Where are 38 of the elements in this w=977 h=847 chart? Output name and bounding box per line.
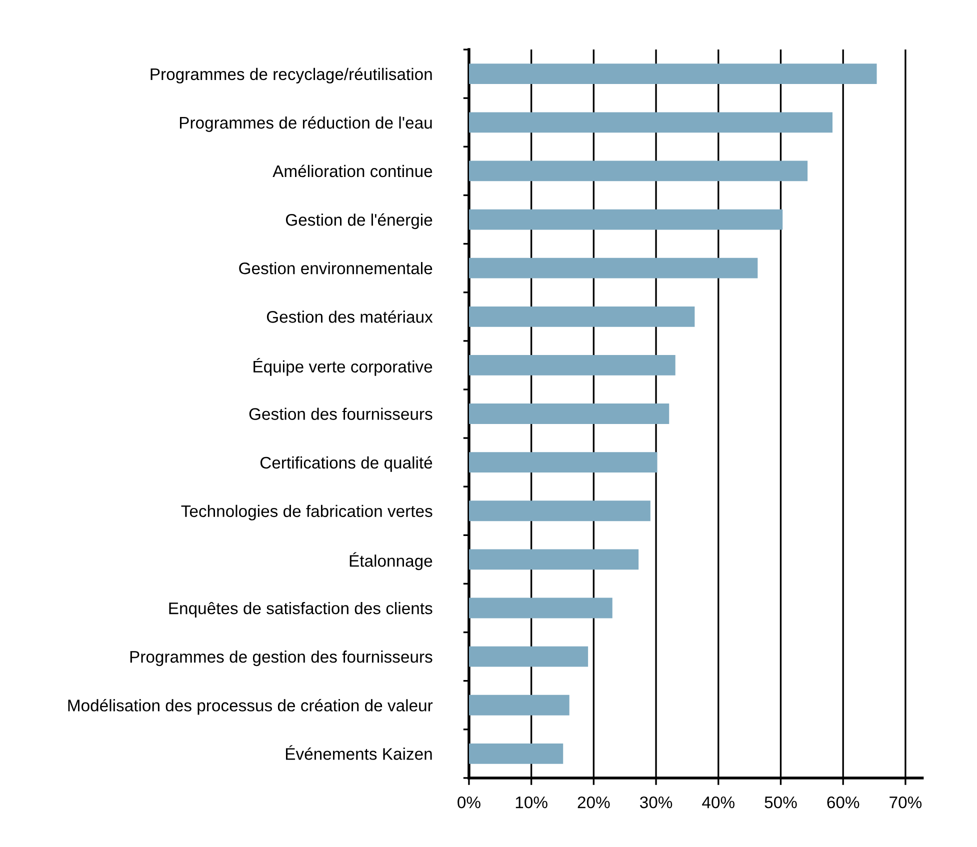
- bar: [468, 694, 570, 716]
- y-tick-label: Équipe verte corporative: [254, 358, 432, 376]
- bar: [468, 112, 832, 133]
- y-tick-label: Gestion des matériaux: [266, 310, 433, 323]
- y-tick-label: Certifications de qualité: [260, 456, 432, 472]
- y-tick-label: Gestion environnementale: [239, 262, 432, 274]
- bar: [468, 500, 650, 522]
- bar: [468, 598, 612, 618]
- bar: [468, 306, 695, 327]
- bar: [468, 646, 588, 667]
- x-tick-label: 20%: [578, 796, 610, 808]
- bar: [468, 209, 783, 230]
- bar: [468, 160, 808, 182]
- y-tick-label: Étalonnage: [350, 552, 432, 570]
- x-tick-label: 40%: [702, 796, 734, 808]
- bar: [468, 743, 564, 764]
- x-tick-label: 0%: [458, 796, 480, 808]
- bar: [468, 355, 676, 376]
- x-tick-label: 60%: [827, 796, 860, 808]
- y-tick-label: Technologies de fabrication vertes: [181, 504, 432, 520]
- bar: [468, 64, 877, 84]
- y-tick-label: Enquêtes de satisfaction des clients: [169, 602, 432, 618]
- y-tick-label: Programmes de réduction de l'eau: [180, 116, 432, 132]
- y-tick-label: Amélioration continue: [272, 164, 432, 178]
- y-tick-label: Gestion de l'énergie: [286, 213, 432, 230]
- x-tick-label: 70%: [890, 796, 922, 808]
- y-tick-label: Programmes de recyclage/réutilisation: [150, 68, 432, 84]
- x-tick-label: 50%: [764, 796, 797, 808]
- bar: [468, 404, 670, 424]
- y-tick-label: Gestion des fournisseurs: [249, 408, 432, 420]
- bar: [468, 258, 758, 278]
- y-tick-label: Modélisation des processus de création de valeur: [68, 698, 433, 715]
- y-tick-label: Événements Kaizen: [286, 745, 432, 760]
- x-tick-label: 30%: [640, 796, 672, 808]
- x-tick-label: 10%: [516, 796, 548, 808]
- bar: [468, 452, 658, 473]
- bar: [468, 549, 639, 570]
- y-tick-label: Programmes de gestion des fournisseurs: [130, 650, 432, 666]
